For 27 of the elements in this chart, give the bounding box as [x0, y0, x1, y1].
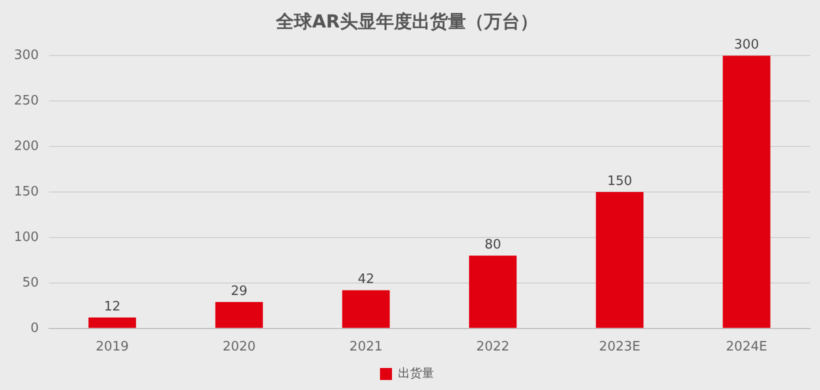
x-tick-label: 2021: [349, 340, 383, 355]
legend-label: 出货量: [398, 366, 434, 380]
y-tick-label: 0: [30, 320, 39, 336]
y-tick-label: 100: [14, 230, 39, 245]
data-label: 12: [104, 299, 121, 314]
x-tick-label: 2024E: [726, 340, 768, 355]
chart-title: 全球AR头显年度出货量（万台）: [275, 11, 538, 32]
data-label: 42: [358, 272, 374, 288]
data-label: 300: [734, 37, 759, 52]
x-tick-label: 2023E: [599, 340, 640, 355]
y-tick-label: 50: [22, 275, 39, 290]
data-label: 80: [484, 238, 502, 253]
data-label: 29: [230, 284, 248, 299]
y-tick-label: 200: [14, 138, 39, 154]
y-tick-label: 150: [14, 184, 39, 200]
data-label: 150: [607, 174, 632, 189]
x-tick-label: 2022: [476, 340, 510, 355]
x-tick-label: 2019: [96, 340, 129, 355]
y-tick-label: 300: [14, 48, 39, 63]
bar: [88, 317, 136, 328]
bar: [596, 192, 644, 328]
y-tick-label: 250: [14, 93, 39, 108]
bar: [342, 290, 390, 328]
bar: [215, 302, 263, 328]
x-tick-label: 2020: [222, 340, 256, 355]
bar: [469, 256, 517, 328]
bar: [722, 56, 770, 328]
